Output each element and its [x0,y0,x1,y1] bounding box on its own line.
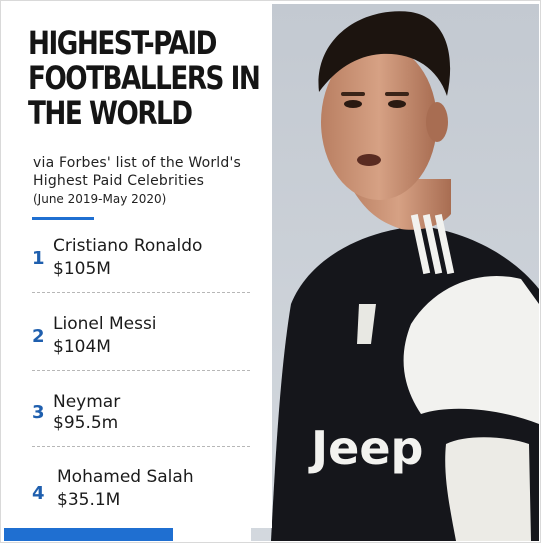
bottom-accent-bar [10,528,173,541]
entry-divider [32,370,250,371]
headline: HIGHEST-PAID FOOTBALLERS IN THE WORLD [28,24,261,132]
collar-stripe-3 [434,214,455,275]
player-earnings: $105M [53,259,111,279]
player-eye-right [388,100,406,108]
player-ear [426,102,448,142]
source-subtitle: via Forbes' list of the World's Highest … [33,155,242,189]
rank-number: 4 [32,483,45,504]
player-name: Neymar [53,392,121,412]
player-mouth [357,154,381,166]
player-name: Mohamed Salah [57,467,194,487]
title-divider [32,217,94,220]
collar-stripe-1 [410,214,431,275]
player-name: Lionel Messi [53,314,157,334]
headline-line: HIGHEST-PAID [28,24,217,62]
rank-number: 3 [32,402,45,423]
sponsor-logo: Jeep [308,421,423,475]
club-crest [357,304,376,344]
player-hair [318,11,451,96]
date-range: (June 2019-May 2020) [33,192,167,206]
entry-divider [32,446,250,447]
player-name: Cristiano Ronaldo [53,236,203,256]
headline-line: THE WORLD [28,94,193,132]
text-panel: HIGHEST-PAID FOOTBALLERS IN THE WORLD vi… [4,4,272,528]
player-eye-left [344,100,362,108]
collar-stripe-2 [422,214,443,275]
player-brow-right [385,92,409,96]
player-earnings: $35.1M [57,490,121,510]
player-photo: Jeep [251,4,539,541]
player-face [321,44,437,200]
player-brow-left [341,92,365,96]
player-earnings: $95.5m [53,413,119,433]
jersey-cuff [445,437,531,541]
player-photo-illustration: Jeep [251,4,539,541]
rank-number: 2 [32,326,45,347]
entry-divider [32,292,250,293]
jersey-sleeve [403,276,539,424]
player-earnings: $104M [53,337,111,357]
headline-line: FOOTBALLERS IN [28,59,261,97]
rank-number: 1 [32,248,45,269]
